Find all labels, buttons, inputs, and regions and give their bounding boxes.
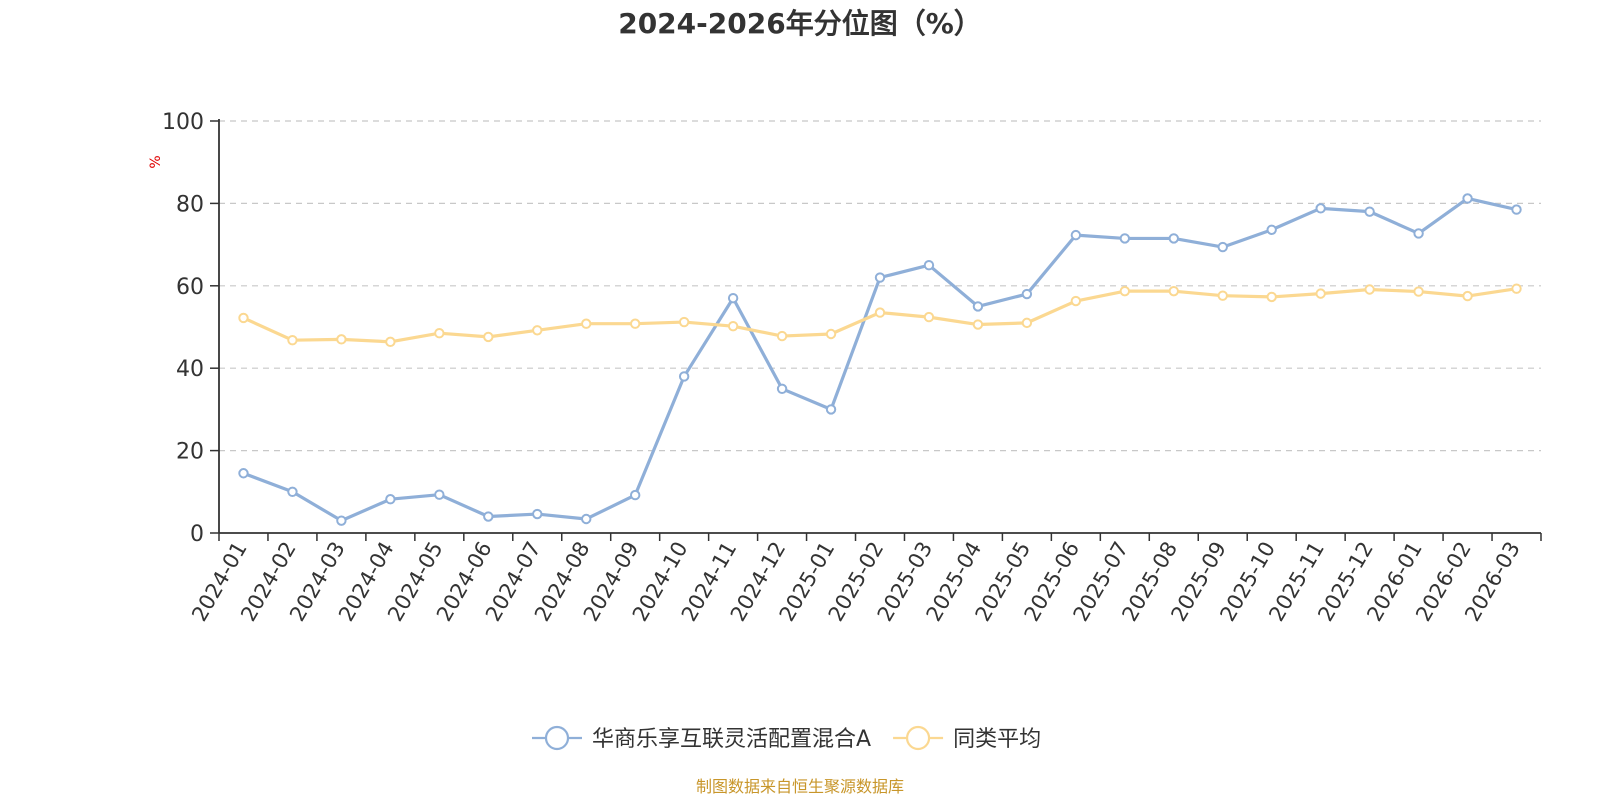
data-point[interactable] [1070, 229, 1082, 241]
data-point[interactable] [923, 260, 935, 271]
legend-marker [905, 725, 931, 751]
data-point[interactable] [532, 508, 543, 520]
data-point[interactable] [336, 334, 347, 345]
data-point[interactable] [776, 330, 788, 342]
legend-label: 同类平均 [953, 727, 1041, 752]
legend-marker [544, 725, 570, 751]
data-point[interactable] [532, 325, 543, 336]
y-tick-label: 0 [190, 522, 204, 547]
legend-item-1[interactable]: 华商乐享互联灵活配置混合A [532, 725, 871, 752]
data-point[interactable] [1168, 233, 1179, 244]
data-point[interactable] [581, 513, 592, 525]
data-point[interactable] [1413, 228, 1424, 239]
data-point[interactable] [385, 494, 396, 505]
data-point[interactable] [581, 318, 592, 329]
data-point[interactable] [1168, 285, 1179, 297]
chart-title: 2024-2026年分位图（%） [618, 7, 982, 40]
data-point[interactable] [1511, 204, 1522, 215]
data-point[interactable] [825, 404, 837, 415]
data-point[interactable] [1462, 290, 1473, 302]
data-point[interactable] [874, 307, 886, 318]
data-point[interactable] [1070, 295, 1082, 307]
data-point[interactable] [923, 311, 935, 323]
data-point[interactable] [336, 515, 347, 526]
data-point[interactable] [1266, 291, 1277, 303]
data-point[interactable] [629, 318, 641, 329]
data-point[interactable] [972, 301, 984, 312]
data-point[interactable] [629, 489, 641, 501]
data-point[interactable] [1315, 288, 1326, 299]
data-point[interactable] [1021, 317, 1033, 329]
data-point[interactable] [238, 468, 249, 479]
data-point[interactable] [874, 272, 886, 283]
legend[interactable]: 华商乐享互联灵活配置混合A 同类平均 [532, 725, 1041, 752]
data-point[interactable] [287, 334, 298, 346]
data-point[interactable] [972, 319, 984, 330]
data-source-note: 制图数据来自恒生聚源数据库 [696, 777, 904, 796]
data-point[interactable] [434, 327, 445, 339]
data-point[interactable] [1119, 233, 1131, 244]
data-point[interactable] [238, 312, 249, 324]
legend-item-2[interactable]: 同类平均 [893, 725, 1041, 752]
series-2 [238, 283, 1522, 348]
data-point[interactable] [825, 328, 837, 340]
data-point[interactable] [287, 486, 298, 497]
data-point[interactable] [727, 320, 739, 332]
data-point[interactable] [1364, 206, 1375, 217]
data-point[interactable] [1462, 193, 1473, 204]
data-point[interactable] [1511, 283, 1522, 294]
data-point[interactable] [1217, 241, 1228, 253]
data-point[interactable] [678, 371, 690, 382]
data-point[interactable] [1266, 224, 1277, 235]
y-tick-label: 40 [176, 357, 204, 382]
data-point[interactable] [727, 292, 739, 304]
series-line [241, 196, 1519, 523]
y-tick-label: 60 [176, 275, 204, 300]
data-point[interactable] [1413, 286, 1424, 297]
data-point[interactable] [483, 331, 494, 343]
grid-lines [219, 120, 1541, 452]
data-point[interactable] [678, 316, 690, 328]
series-1 [238, 193, 1522, 526]
data-point[interactable] [1364, 284, 1375, 295]
y-tick-label: 80 [176, 192, 204, 217]
data-point[interactable] [1315, 203, 1326, 214]
data-point[interactable] [1217, 290, 1228, 301]
data-point[interactable] [483, 511, 494, 522]
series-lines [238, 193, 1522, 526]
data-point[interactable] [1119, 285, 1131, 297]
y-axis-unit: % [148, 155, 164, 168]
y-tick-label: 20 [176, 440, 204, 465]
legend-label: 华商乐享互联灵活配置混合A [592, 727, 871, 752]
data-point[interactable] [434, 489, 445, 500]
y-tick-label: 100 [162, 110, 204, 135]
data-point[interactable] [385, 336, 396, 348]
data-point[interactable] [1021, 288, 1033, 300]
data-point[interactable] [776, 383, 788, 394]
